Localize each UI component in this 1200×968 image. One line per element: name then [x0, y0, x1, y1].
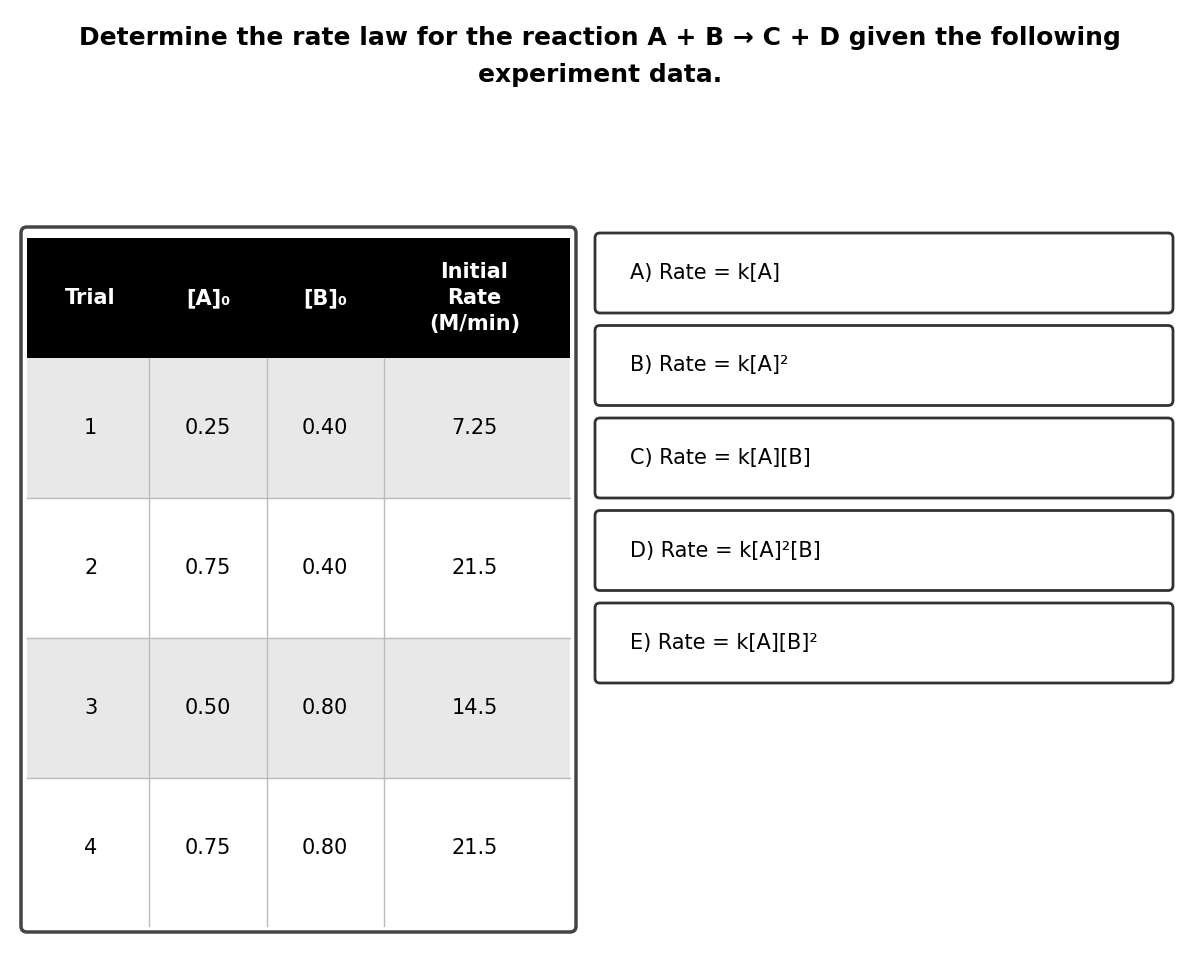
FancyBboxPatch shape [595, 510, 1174, 590]
Text: 0.75: 0.75 [185, 558, 232, 578]
FancyBboxPatch shape [22, 227, 576, 932]
Text: Initial
Rate
(M/min): Initial Rate (M/min) [428, 262, 520, 334]
Bar [28, 358, 570, 498]
Text: 0.25: 0.25 [185, 418, 232, 438]
Bar [28, 638, 570, 778]
Text: 21.5: 21.5 [451, 558, 498, 578]
Text: 0.40: 0.40 [302, 418, 348, 438]
FancyBboxPatch shape [595, 418, 1174, 498]
Text: 2: 2 [84, 558, 97, 578]
FancyBboxPatch shape [595, 233, 1174, 313]
Bar [28, 238, 570, 358]
Text: B) Rate = k[A]²: B) Rate = k[A]² [630, 355, 788, 376]
Text: 0.40: 0.40 [302, 558, 348, 578]
Bar [28, 778, 570, 918]
Text: 14.5: 14.5 [451, 698, 498, 718]
Text: 0.50: 0.50 [185, 698, 232, 718]
Text: A) Rate = k[A]: A) Rate = k[A] [630, 263, 780, 283]
Text: C) Rate = k[A][B]: C) Rate = k[A][B] [630, 448, 811, 468]
Text: 0.75: 0.75 [185, 838, 232, 858]
Text: 3: 3 [84, 698, 97, 718]
Bar [28, 498, 570, 638]
Text: [A]₀: [A]₀ [186, 288, 230, 308]
FancyBboxPatch shape [595, 325, 1174, 406]
Text: D) Rate = k[A]²[B]: D) Rate = k[A]²[B] [630, 540, 821, 560]
Text: 0.80: 0.80 [302, 698, 348, 718]
Text: [B]₀: [B]₀ [304, 288, 347, 308]
Text: 21.5: 21.5 [451, 838, 498, 858]
Text: 1: 1 [84, 418, 97, 438]
FancyBboxPatch shape [595, 603, 1174, 683]
Text: Trial: Trial [65, 288, 116, 308]
Text: 0.80: 0.80 [302, 838, 348, 858]
Text: Determine the rate law for the reaction A + B → C + D given the following: Determine the rate law for the reaction … [79, 26, 1121, 50]
Text: 4: 4 [84, 838, 97, 858]
Text: E) Rate = k[A][B]²: E) Rate = k[A][B]² [630, 633, 818, 653]
Text: 7.25: 7.25 [451, 418, 498, 438]
Text: experiment data.: experiment data. [478, 63, 722, 87]
